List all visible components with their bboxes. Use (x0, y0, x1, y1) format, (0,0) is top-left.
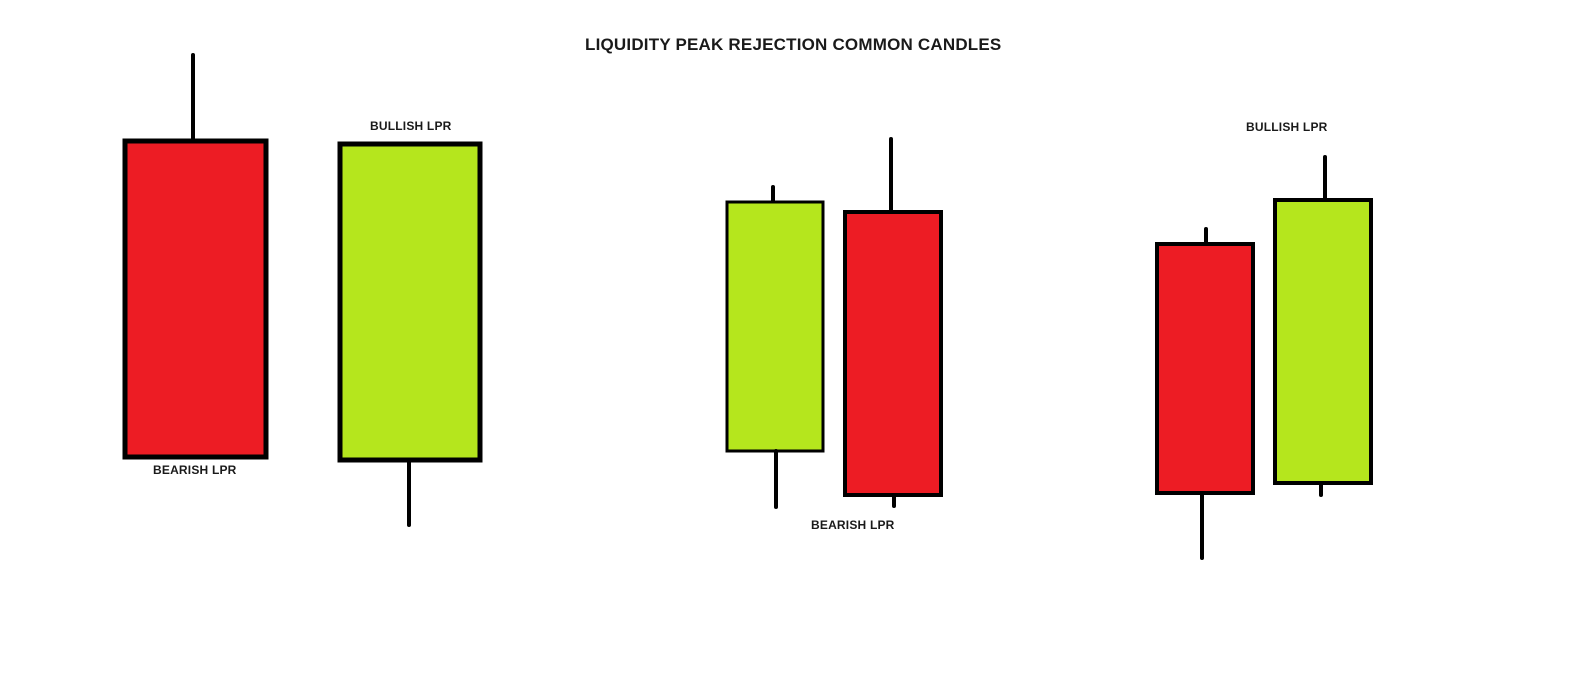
bullish-candle (725, 185, 825, 509)
candle-group-3 (1155, 155, 1373, 560)
candle-body (843, 210, 943, 497)
bearish-lpr-label: BEARISH LPR (811, 518, 895, 532)
bearish-candle (122, 53, 269, 460)
bullish-candle (337, 141, 483, 527)
candle-body (1273, 198, 1373, 485)
bullish-lpr-label: BULLISH LPR (370, 119, 452, 133)
candle-body (337, 141, 483, 463)
candle-body (122, 138, 269, 460)
candle-body (725, 200, 825, 453)
candle-group-2 (725, 137, 943, 509)
bullish-lpr-label: BULLISH LPR (1246, 120, 1328, 134)
bearish-candle (1155, 227, 1255, 560)
diagram-title: LIQUIDITY PEAK REJECTION COMMON CANDLES (585, 35, 1002, 54)
bearish-lpr-label: BEARISH LPR (153, 463, 237, 477)
candle-group-1 (122, 53, 483, 527)
bullish-candle (1273, 155, 1373, 497)
bearish-candle (843, 137, 943, 508)
candle-body (1155, 242, 1255, 495)
